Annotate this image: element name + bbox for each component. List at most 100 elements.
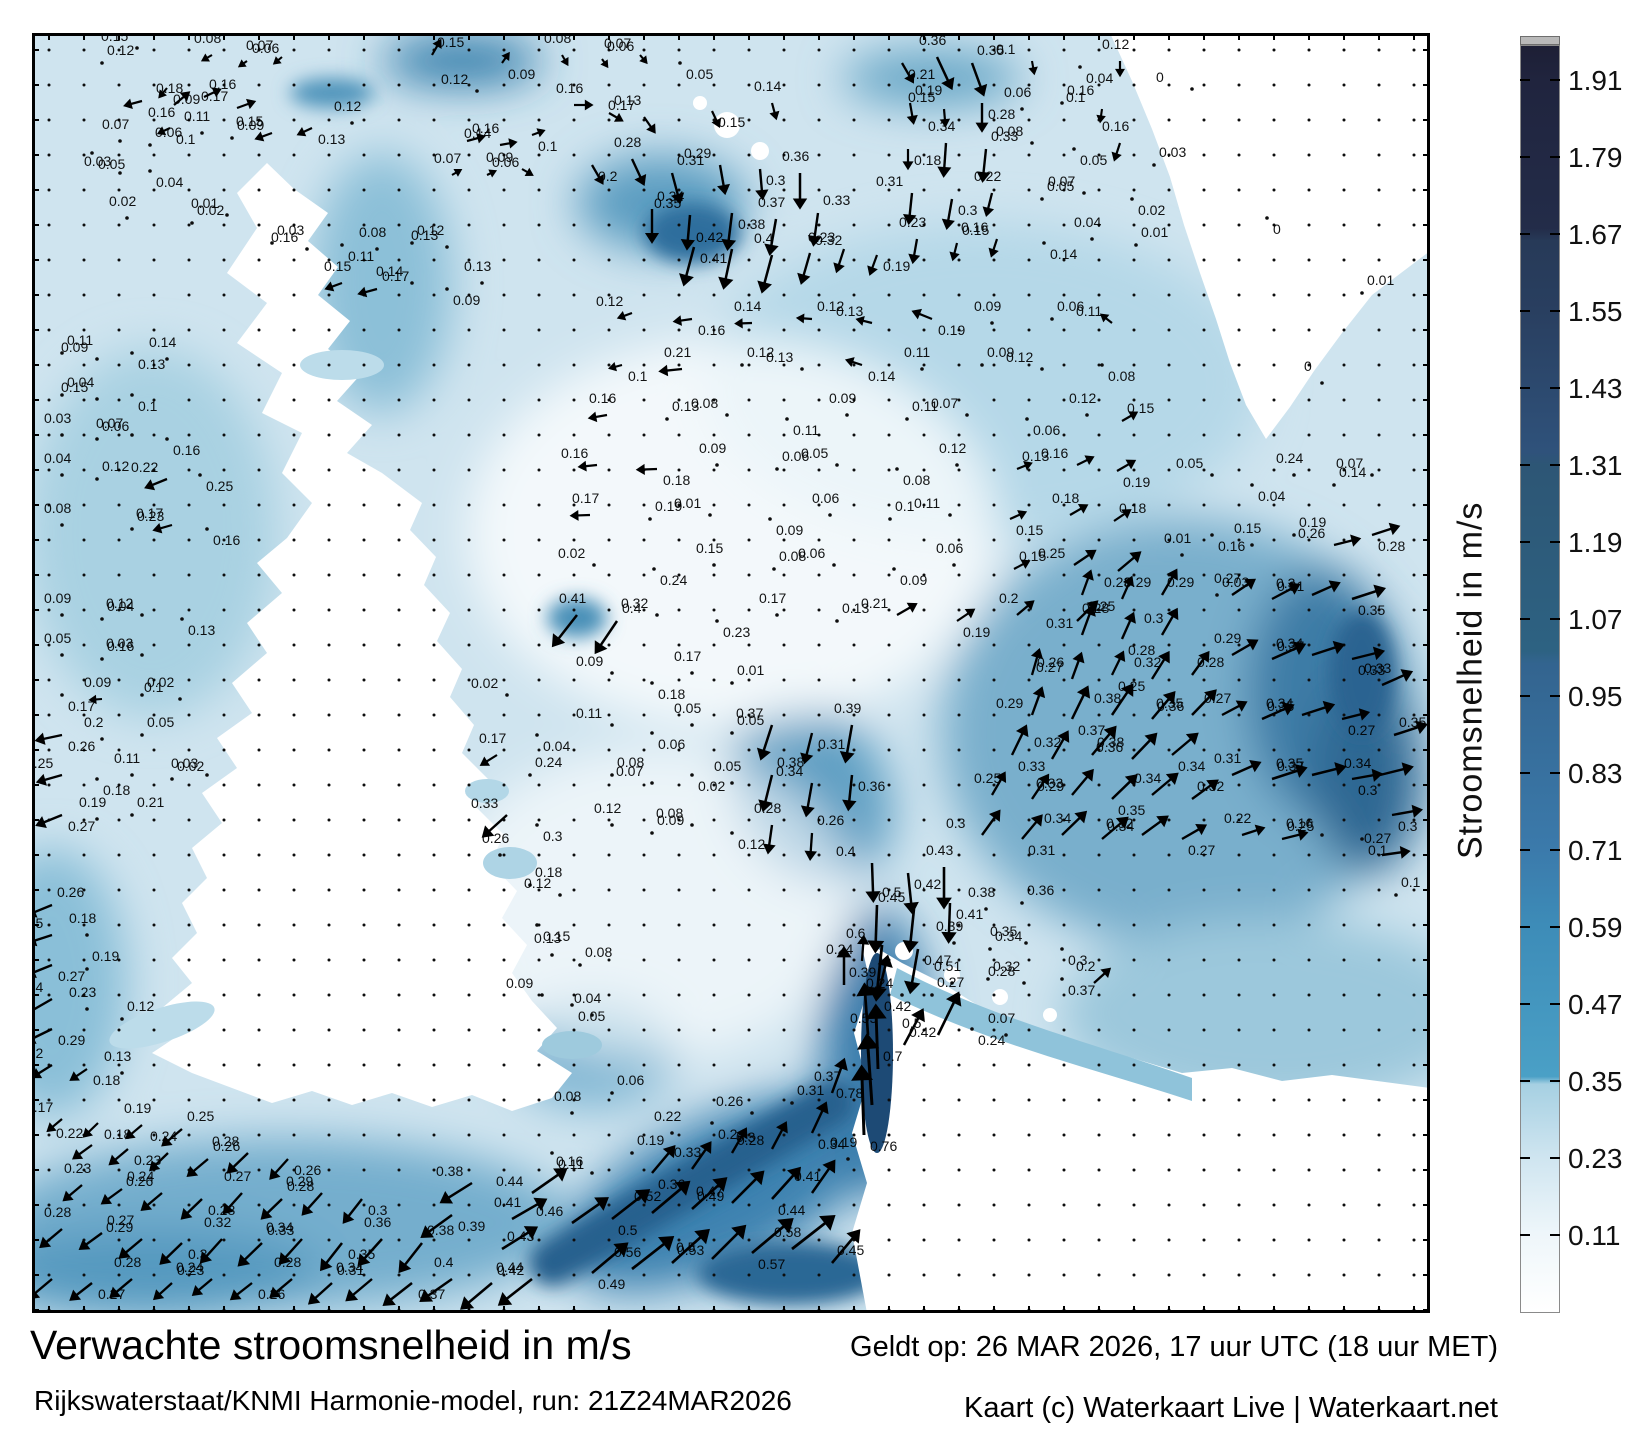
speed-value-label: 0.27: [1036, 659, 1063, 675]
speed-value-label: 0.31: [1028, 842, 1055, 858]
current-vector: 0.28: [180, 1198, 235, 1220]
speed-value-label: 0.21: [664, 344, 691, 360]
current-vector: 0.2: [84, 714, 104, 741]
speed-value-label: 0.1: [1401, 874, 1421, 890]
speed-value-label: 0.36: [782, 148, 809, 164]
speed-value-label: 0.31: [1277, 578, 1304, 594]
speed-value-label: 0.05: [1047, 178, 1074, 194]
speed-value-label: 0.24: [826, 941, 853, 957]
current-vector: 0.78: [836, 1032, 880, 1106]
speed-value-label: 0.34: [266, 1219, 293, 1235]
speed-value-label: 0.41: [494, 1194, 521, 1210]
current-vector: 0.47: [696, 1170, 765, 1204]
current-vector: 0: [1156, 69, 1194, 91]
current-vector: 0.01: [674, 495, 712, 517]
current-vectors: 0.120.150.090.080.060.070.050.070.060.03…: [32, 33, 1429, 1310]
current-vector: 0.02: [471, 675, 509, 697]
current-vector: 0.56: [614, 1236, 675, 1271]
speed-value-label: 0.09: [987, 344, 1014, 360]
speed-value-label: 0.06: [492, 154, 519, 170]
speed-value-label: 0.16: [589, 390, 616, 406]
current-vector: 0.05: [1040, 178, 1074, 201]
current-vector: 0.26: [804, 812, 844, 862]
speed-value-label: 0.09: [576, 653, 603, 669]
current-vector: 0.39: [836, 945, 876, 985]
speed-value-label: 0.14: [868, 368, 895, 384]
speed-value-label: 0.05: [737, 712, 764, 728]
current-vector: 0.08: [578, 944, 612, 967]
current-vector: 0.06: [95, 418, 129, 441]
current-vector: 0.29: [106, 1219, 143, 1259]
speed-value-label: 0.35: [1399, 714, 1426, 730]
speed-value-label: 0.05: [1080, 152, 1107, 168]
current-vector: 0.08: [359, 224, 386, 251]
speed-value-label: 0.45: [837, 1242, 864, 1258]
speed-value-label: 0.12: [524, 875, 551, 891]
speed-value-label: 0.25: [32, 915, 43, 931]
current-vector: 0.24: [866, 975, 904, 997]
colorbar-tick: [1550, 156, 1560, 158]
current-vector: 0.08: [194, 33, 221, 62]
current-vector: 0.37: [1271, 638, 1307, 661]
speed-value-label: 0.24: [718, 1126, 745, 1142]
speed-value-label: 0.32: [204, 1214, 231, 1230]
speed-value-label: 0.35: [990, 923, 1017, 939]
current-vector: 0.05: [1176, 455, 1214, 477]
current-vector: 0.33: [1036, 768, 1094, 796]
speed-value-label: 0.23: [134, 1152, 161, 1168]
current-vector: 0.24: [100, 1168, 154, 1205]
current-vector: 0.27: [1204, 690, 1248, 717]
current-vector: 0.08: [554, 1088, 581, 1115]
speed-value-label: 0.12: [1069, 390, 1096, 406]
speed-value-label: 0.15: [61, 379, 88, 395]
current-vector: 0.12: [939, 440, 966, 467]
speed-value-label: 0.19: [1299, 514, 1326, 530]
speed-value-label: 0.34: [336, 1259, 363, 1275]
speed-value-label: 0.13: [836, 303, 863, 319]
speed-value-label: 0.28: [988, 106, 1015, 122]
current-vector: 0.08: [544, 33, 571, 67]
speed-value-label: 0.18: [93, 1072, 120, 1088]
current-vector: 0.01: [1134, 224, 1168, 247]
speed-value-label: 0.24: [1276, 450, 1303, 466]
speed-value-label: 0.35: [1156, 695, 1183, 711]
current-vector: 0.15: [1234, 520, 1261, 547]
current-vector: 0.17: [569, 490, 599, 521]
current-vector: 0.02: [170, 758, 204, 781]
speed-value-label: 0.34: [1344, 755, 1371, 771]
speed-value-label: 0.25: [1088, 598, 1115, 614]
current-vector: 0.18: [95, 777, 130, 798]
speed-value-label: 0.06: [782, 448, 809, 464]
current-vector: 0.32: [797, 232, 842, 285]
speed-value-label: 0.03: [106, 635, 133, 651]
speed-value-label: 0.18: [1119, 500, 1146, 516]
speed-value-label: 0.19: [830, 1134, 857, 1150]
speed-value-label: 0.3: [736, 1129, 756, 1145]
speed-value-label: 0.35: [1267, 698, 1294, 714]
current-vector: 0.04: [44, 450, 71, 477]
current-vector: 0.09: [486, 149, 534, 176]
speed-value-label: 0.12: [417, 222, 444, 238]
speed-value-label: 0.38: [427, 1222, 454, 1238]
current-vector: 0.34: [336, 1259, 373, 1302]
speed-value-label: 0.3: [1276, 575, 1296, 591]
current-vector: 0.39: [834, 700, 861, 764]
speed-value-label: 0.29: [58, 1032, 85, 1048]
current-vector: 0.1: [996, 41, 1038, 76]
speed-value-label: 0.29: [106, 1219, 133, 1235]
speed-value-label: 0.1: [138, 398, 158, 414]
speed-value-label: 0.02: [197, 202, 224, 218]
speed-value-label: 0.32: [1106, 815, 1133, 831]
current-vector: 0.12: [594, 800, 621, 827]
speed-value-label: 0.33: [1018, 758, 1045, 774]
speed-value-label: 0.04: [67, 374, 94, 390]
map-canvas: 0.120.150.090.080.060.070.050.070.060.03…: [32, 33, 1430, 1313]
current-vector: 0.49: [691, 1177, 728, 1210]
speed-value-label: 0.07: [246, 37, 273, 53]
current-vector: 0.38: [758, 754, 804, 813]
current-vector: 0.11: [550, 1151, 584, 1172]
speed-value-label: 0.18: [103, 782, 130, 798]
current-vector: 0.31: [790, 1082, 824, 1105]
colorbar-tick: [1550, 1157, 1560, 1159]
current-vector: 0.08: [1100, 363, 1135, 384]
